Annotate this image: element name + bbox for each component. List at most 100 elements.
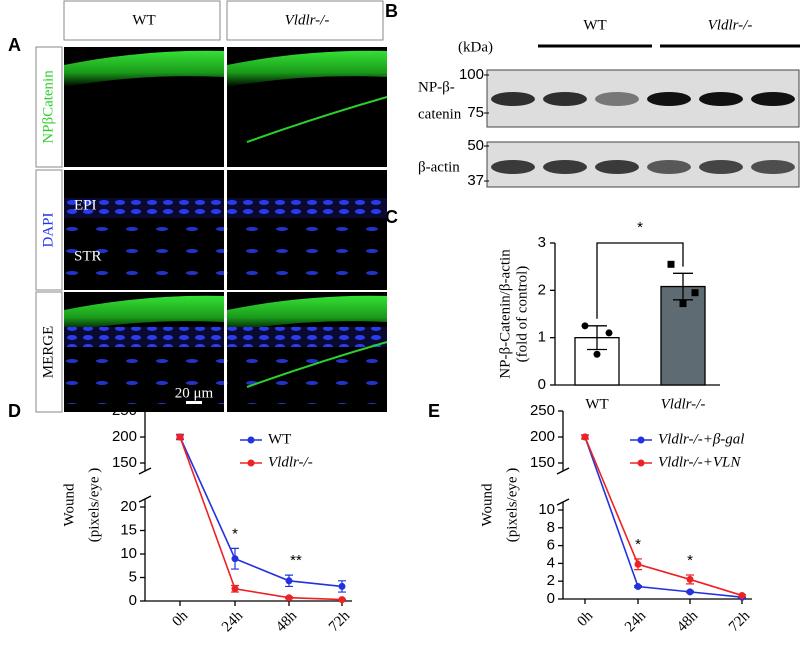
blot-band [595, 92, 639, 106]
y-tick-label: 3 [538, 234, 546, 251]
data-point [338, 582, 346, 590]
x-tick-label: 24h [622, 608, 650, 636]
column-header: Vldlr-/- [285, 12, 330, 28]
stroma-nuclei [227, 220, 387, 285]
stroma-stain [246, 96, 388, 143]
data-point [285, 594, 293, 602]
y-tick-label: 2 [538, 281, 546, 298]
row-label-box [35, 46, 63, 168]
axis-break [138, 467, 152, 503]
blot-band [699, 92, 743, 106]
error-bar [673, 272, 693, 301]
marker-label: 75 [467, 104, 484, 121]
x-tick-label: 24h [219, 608, 247, 636]
data-point [738, 591, 746, 599]
data-point [605, 329, 613, 337]
blot-label: β-actin [418, 159, 460, 175]
series-line [179, 436, 343, 601]
stroma-stain [246, 341, 388, 388]
blot-band [751, 92, 795, 106]
layer-label: EPI [74, 197, 97, 213]
x-tick-label: 72h [726, 608, 754, 636]
stroma-nuclei [227, 349, 387, 404]
column-header-box [63, 0, 221, 41]
significance-bracket [596, 242, 684, 319]
y-tick-label: 0 [538, 376, 546, 393]
y-axis-label: (fold of control) [514, 266, 530, 363]
data-point [285, 577, 293, 585]
x-tick-label: Vldlr-/- [661, 396, 706, 412]
x-tick-label: 0h [169, 608, 191, 630]
significance-mark: * [637, 219, 643, 236]
x-tick-label: 48h [674, 608, 702, 636]
group-label: Vldlr-/- [708, 17, 753, 33]
stroma-nuclei [64, 349, 224, 404]
data-point [231, 555, 239, 563]
y-tick-label: 2 [547, 572, 555, 589]
scale-bar [186, 401, 202, 404]
x-tick-label: 0h [574, 608, 596, 630]
stroma-nuclei [64, 220, 224, 285]
data-point [667, 260, 675, 268]
y-tick-label: 200 [530, 428, 555, 445]
data-point [634, 583, 642, 591]
x-tick-label: 48h [273, 608, 301, 636]
nuclei-band [64, 327, 224, 347]
marker-label: 50 [467, 137, 484, 154]
y-axis-label: NP-β-Catenin/β-actin [497, 249, 513, 379]
series-line [584, 436, 743, 599]
column-header: WT [132, 12, 155, 28]
row-label: DAPI [40, 212, 56, 247]
blot-band [491, 160, 535, 174]
panel-label: C [385, 207, 398, 227]
legend-marker [247, 459, 255, 467]
data-point [581, 322, 589, 330]
y-tick-label: 150 [530, 454, 555, 471]
nuclei-band [227, 327, 387, 347]
y-axis-label: (pixels/eye ) [86, 468, 102, 543]
epithelium-stain [64, 50, 224, 87]
y-tick-label: 250 [112, 402, 137, 419]
legend-marker [637, 436, 645, 444]
epithelium-stain [227, 295, 387, 332]
y-tick-label: 0 [547, 590, 555, 607]
data-point [593, 350, 601, 358]
y-tick-label: 6 [547, 537, 555, 554]
y-axis-label: Wound [479, 483, 495, 526]
data-point [176, 433, 184, 441]
y-tick-label: 150 [112, 454, 137, 471]
data-point [338, 596, 346, 604]
epithelium-stain [64, 295, 224, 332]
legend-label: Vldlr-/- [268, 454, 313, 470]
blot-band [595, 160, 639, 174]
blot-band [543, 160, 587, 174]
y-tick-label: 10 [120, 545, 137, 562]
axis-break [556, 467, 570, 506]
marker-label: 100 [459, 66, 484, 83]
blot-band [699, 160, 743, 174]
data-point [581, 433, 589, 441]
y-tick-label: 20 [120, 498, 137, 515]
data-point [686, 588, 694, 596]
row-label-box [35, 291, 63, 413]
row-label: NPβCatenin [40, 70, 56, 144]
scale-bar-label: 20 μm [175, 385, 214, 401]
data-point [691, 289, 699, 297]
significance-mark: * [635, 536, 641, 553]
series-line [584, 436, 743, 597]
y-axis-label: (pixels/eye ) [504, 468, 520, 543]
y-tick-label: 8 [547, 519, 555, 536]
x-tick-label: WT [585, 396, 608, 412]
blot-band [647, 160, 691, 174]
column-header-box [226, 0, 384, 41]
legend-label: WT [268, 431, 291, 447]
epithelium-stain [227, 50, 387, 87]
series-line [179, 436, 343, 588]
blot-band [751, 160, 795, 174]
panel-label: B [385, 1, 398, 21]
legend-marker [247, 436, 255, 444]
legend-label: Vldlr-/-+β-gal [658, 431, 744, 447]
panel-label: D [8, 401, 21, 421]
row-label: MERGE [40, 326, 56, 379]
